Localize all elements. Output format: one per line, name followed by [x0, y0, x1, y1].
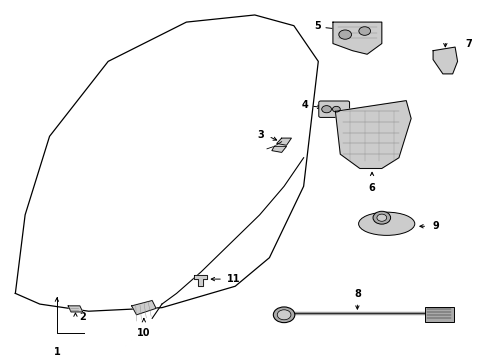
Text: 8: 8: [354, 289, 361, 299]
Polygon shape: [333, 22, 382, 54]
Circle shape: [339, 30, 351, 39]
FancyBboxPatch shape: [319, 101, 349, 117]
Circle shape: [373, 211, 391, 224]
Polygon shape: [194, 275, 207, 285]
Ellipse shape: [359, 212, 415, 235]
Text: 3: 3: [258, 130, 265, 140]
FancyBboxPatch shape: [425, 307, 454, 322]
Text: 4: 4: [302, 100, 309, 110]
Polygon shape: [433, 47, 458, 74]
Polygon shape: [68, 306, 83, 312]
Circle shape: [359, 27, 370, 35]
Circle shape: [377, 214, 387, 221]
Text: 5: 5: [314, 21, 321, 31]
Polygon shape: [277, 138, 292, 145]
Circle shape: [322, 105, 331, 113]
Polygon shape: [335, 101, 411, 168]
Text: 2: 2: [79, 312, 86, 322]
Text: 7: 7: [465, 39, 471, 49]
Circle shape: [277, 310, 291, 320]
Text: 10: 10: [137, 328, 150, 338]
Polygon shape: [272, 146, 287, 152]
Text: 1: 1: [53, 347, 60, 357]
Polygon shape: [132, 301, 156, 315]
Text: 11: 11: [227, 274, 241, 284]
Circle shape: [332, 106, 340, 112]
Text: 6: 6: [368, 183, 375, 193]
Circle shape: [273, 307, 295, 323]
Text: 9: 9: [432, 221, 439, 231]
